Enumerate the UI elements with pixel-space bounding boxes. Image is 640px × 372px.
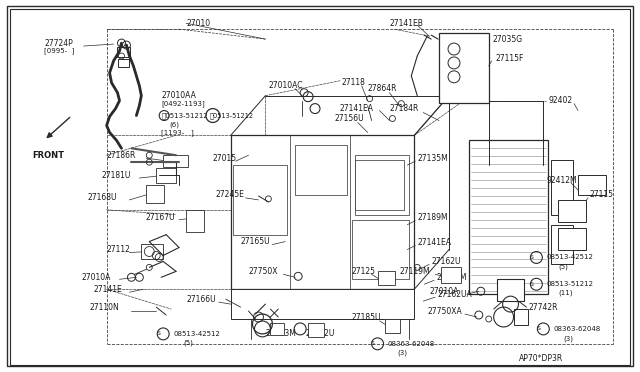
Text: 27156U: 27156U (335, 114, 365, 123)
Text: 27168U: 27168U (88, 193, 117, 202)
Bar (141, 244, 163, 259)
Text: 27750XA: 27750XA (427, 307, 462, 315)
Bar (551, 225, 573, 264)
Text: 27165U: 27165U (241, 237, 270, 246)
Bar (355, 155, 410, 215)
Bar (578, 175, 606, 195)
Bar (469, 140, 548, 294)
Text: [0492-1193]: [0492-1193] (161, 100, 205, 107)
Text: 27186R: 27186R (107, 151, 136, 160)
Bar (163, 155, 188, 167)
Text: (5): (5) (558, 263, 568, 270)
Text: 27162U: 27162U (431, 257, 461, 266)
Text: 08513-42512: 08513-42512 (173, 331, 220, 337)
Bar (513, 309, 529, 325)
Text: 27010AA: 27010AA (161, 91, 196, 100)
Bar (295, 145, 347, 195)
Text: S: S (529, 282, 533, 287)
Text: 27010A: 27010A (429, 287, 458, 296)
Text: (6): (6) (169, 121, 179, 128)
Bar (558, 200, 586, 222)
Text: S: S (536, 326, 540, 331)
Text: 08513-42512: 08513-42512 (547, 254, 593, 260)
Text: 27035G: 27035G (493, 35, 523, 44)
Bar (385, 319, 401, 333)
Text: 27141E: 27141E (93, 285, 122, 294)
Bar (441, 267, 461, 283)
Bar (186, 210, 204, 232)
Text: 27245E: 27245E (216, 190, 244, 199)
Text: ␨0513-51212: ␨0513-51212 (210, 112, 254, 119)
Text: 27141EA: 27141EA (417, 238, 451, 247)
Text: 27118M: 27118M (436, 273, 467, 282)
Text: (3): (3) (397, 350, 408, 356)
Text: 27742R: 27742R (529, 302, 558, 312)
Bar (551, 160, 573, 215)
Text: 08363-62048: 08363-62048 (387, 341, 435, 347)
Text: (3): (3) (563, 336, 573, 342)
Text: AP70*DP3R: AP70*DP3R (518, 354, 563, 363)
Text: 27015: 27015 (213, 154, 237, 163)
Text: 27166U: 27166U (186, 295, 216, 304)
Text: 27115F: 27115F (495, 54, 524, 64)
Text: 27118: 27118 (342, 78, 365, 87)
Bar (439, 33, 489, 103)
Text: 92402: 92402 (548, 96, 572, 105)
Text: S: S (371, 341, 374, 346)
Bar (378, 271, 396, 285)
Bar (558, 228, 586, 250)
Text: [0995-  ]: [0995- ] (44, 48, 74, 54)
Text: 27010A: 27010A (82, 273, 111, 282)
Text: 92412M: 92412M (547, 176, 577, 185)
Text: 27110N: 27110N (90, 302, 120, 312)
Bar (230, 289, 414, 319)
Text: 27119M: 27119M (399, 267, 430, 276)
Text: (11): (11) (558, 290, 573, 296)
Bar (497, 279, 524, 301)
Bar (147, 185, 164, 203)
Text: 27010: 27010 (186, 19, 210, 28)
Text: 27112: 27112 (107, 245, 131, 254)
Text: 27181U: 27181U (102, 171, 131, 180)
Text: 27182U: 27182U (305, 329, 335, 339)
Text: 27185U: 27185U (352, 312, 381, 321)
Text: S: S (156, 331, 160, 336)
Text: 27115: 27115 (590, 190, 614, 199)
Bar (308, 323, 324, 337)
Text: [1193-   ]: [1193- ] (161, 129, 194, 136)
Text: ␨0513-51212: ␨0513-51212 (161, 112, 208, 119)
Text: 27162UA: 27162UA (437, 290, 472, 299)
Text: 27167U: 27167U (145, 213, 175, 222)
Bar (355, 160, 404, 210)
Text: 27724P: 27724P (44, 39, 73, 48)
Text: 08363-62048: 08363-62048 (553, 326, 600, 332)
Text: 27141EA: 27141EA (340, 104, 374, 113)
Text: 27010AC: 27010AC (268, 81, 303, 90)
Bar (270, 323, 284, 335)
Bar (352, 220, 410, 279)
Bar (233, 165, 287, 235)
Text: (5): (5) (183, 340, 193, 346)
Text: 27135M: 27135M (417, 154, 448, 163)
Bar (156, 168, 176, 183)
Text: S: S (529, 255, 533, 260)
Text: FRONT: FRONT (32, 151, 64, 160)
Bar (230, 135, 414, 289)
Text: 27750X: 27750X (248, 267, 278, 276)
Text: 27189M: 27189M (417, 213, 448, 222)
Bar (118, 59, 129, 67)
Text: 27864R: 27864R (367, 84, 397, 93)
Bar (116, 47, 131, 57)
Text: 08513-51212: 08513-51212 (547, 281, 593, 287)
Text: 27141EB: 27141EB (390, 19, 423, 28)
Text: 27125: 27125 (352, 267, 376, 276)
Text: 27733M: 27733M (266, 329, 296, 339)
Text: 27184R: 27184R (390, 104, 419, 113)
